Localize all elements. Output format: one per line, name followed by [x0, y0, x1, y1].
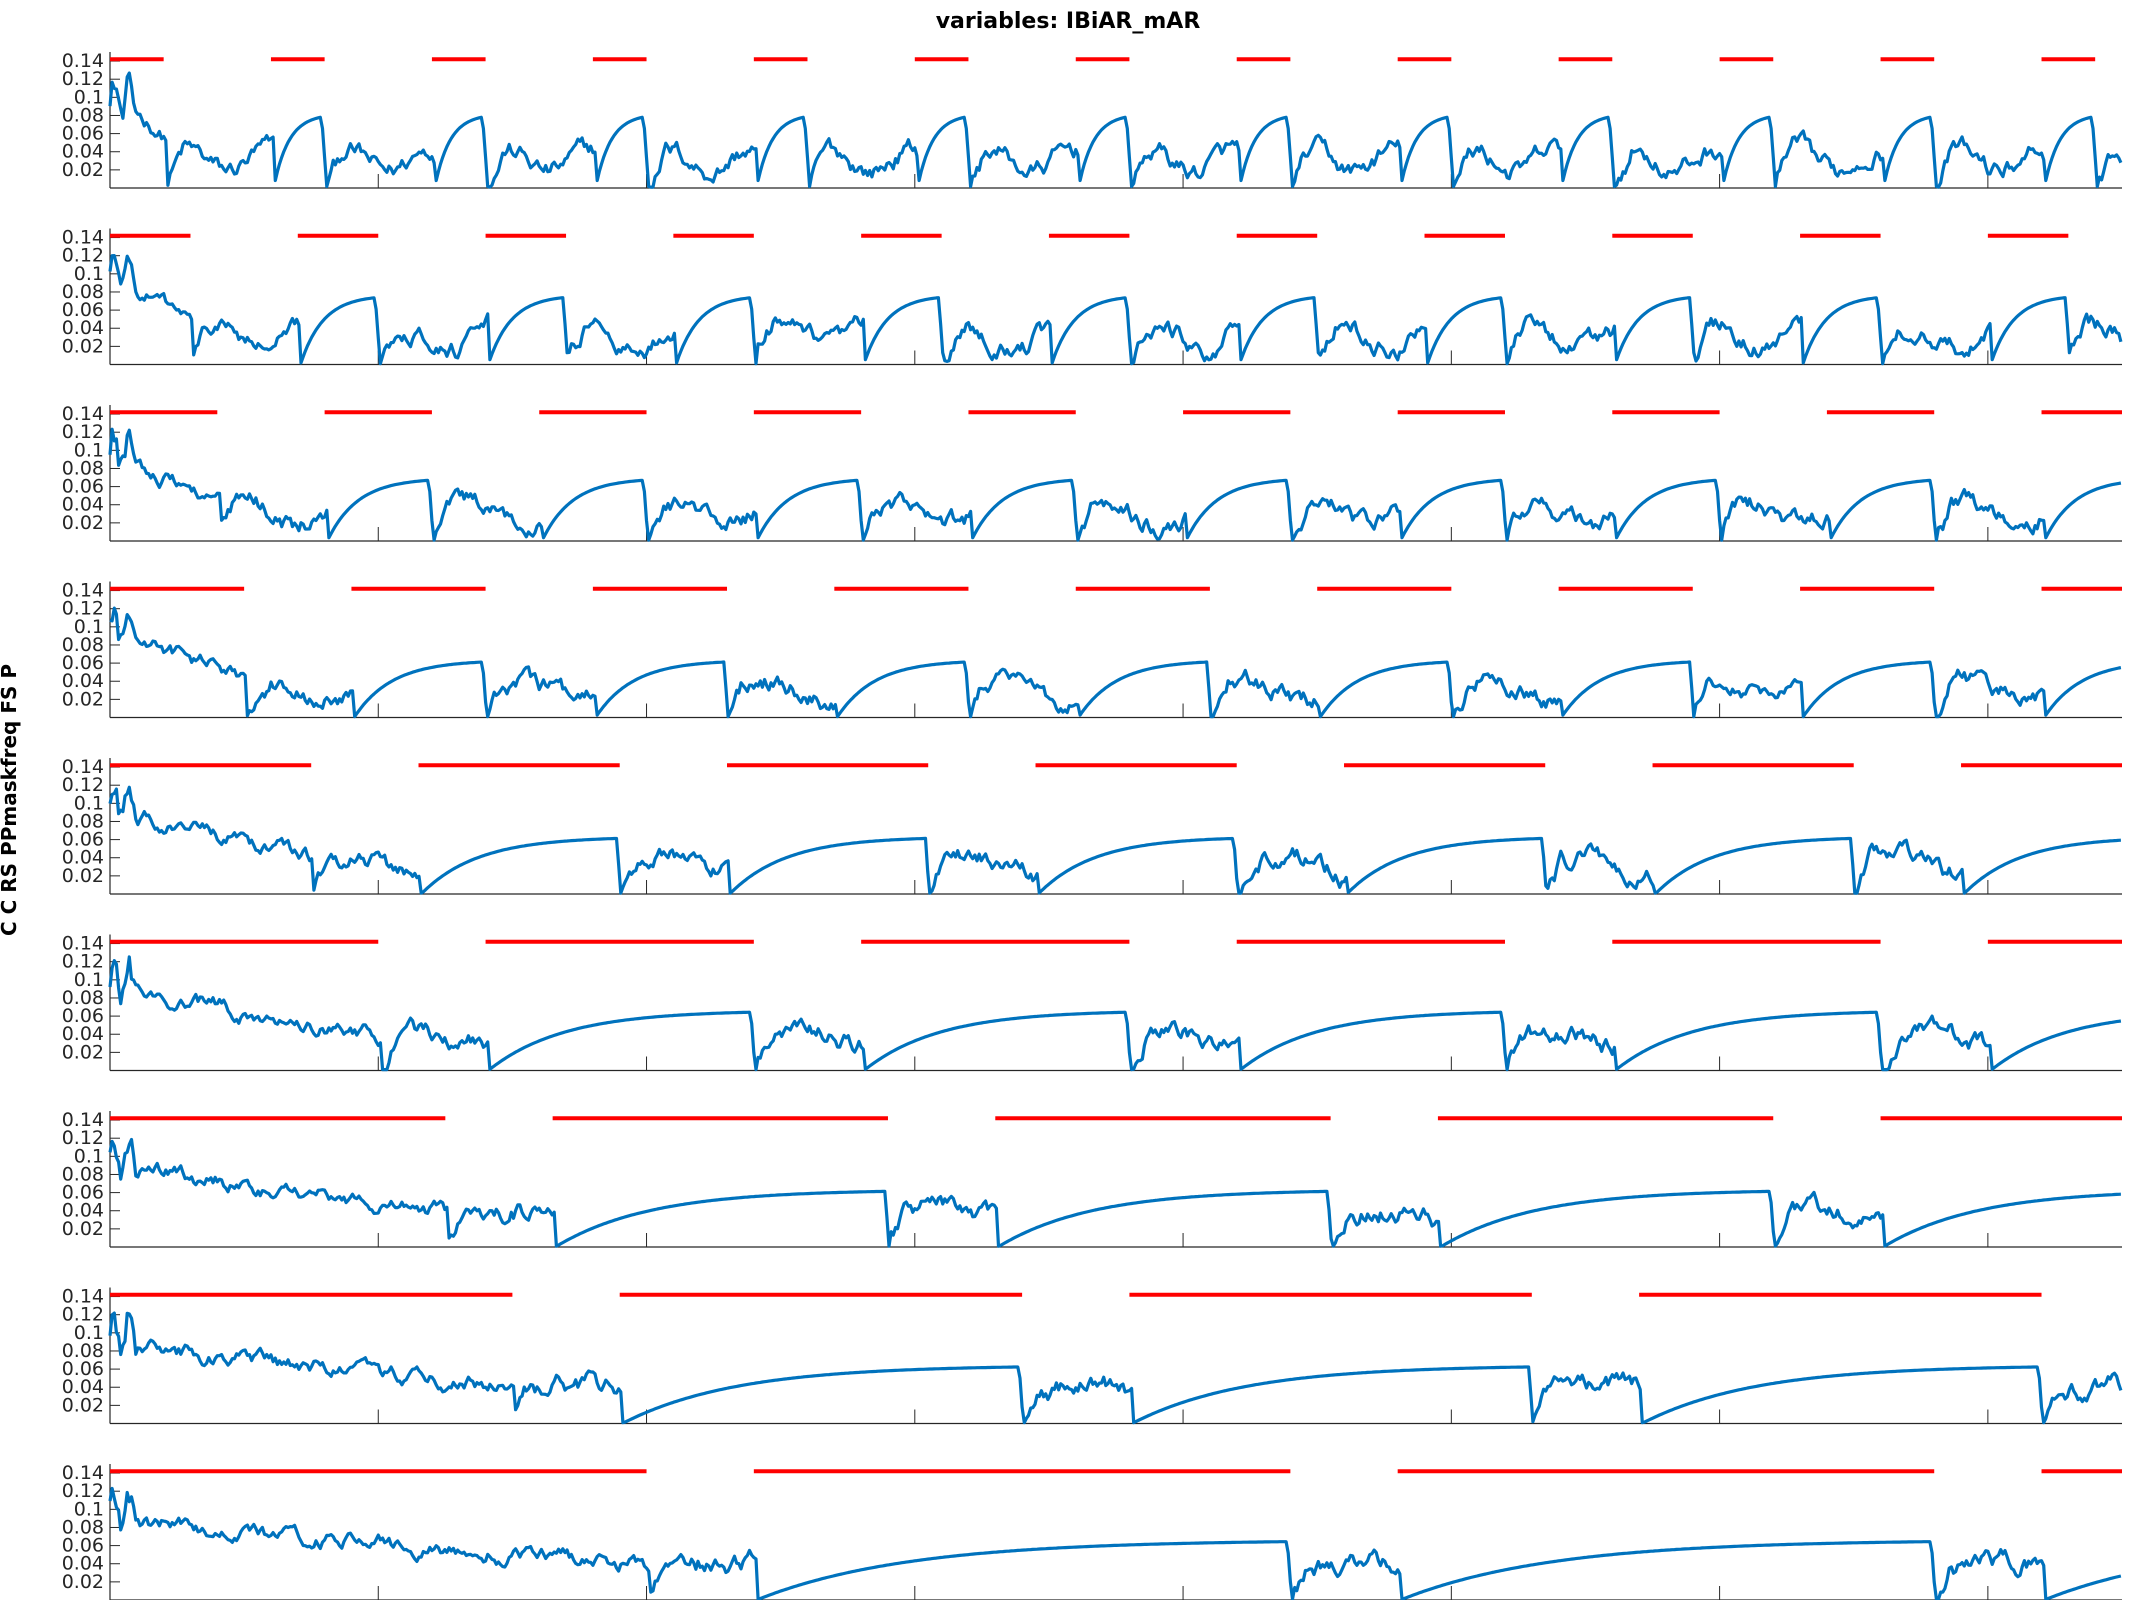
y-tick-label: 0.04	[62, 1023, 104, 1045]
y-tick-label: 0.06	[62, 829, 104, 851]
y-tick-label: 0.12	[62, 1480, 104, 1502]
y-tick-label: 0.06	[62, 1535, 104, 1557]
series-line	[108, 785, 2121, 895]
series-line	[108, 1137, 2121, 1248]
y-tick-label: 0.1	[74, 1145, 104, 1167]
y-tick-label: 0.14	[62, 756, 104, 778]
y-tick-label: 0.1	[74, 1322, 104, 1344]
y-tick-label: 0.08	[62, 634, 104, 656]
y-tick-label: 0.14	[62, 50, 104, 72]
y-tick-label: 0.08	[62, 281, 104, 303]
y-tick-label: 0.02	[62, 1571, 104, 1593]
y-tick-label: 0.04	[62, 317, 104, 339]
y-tick-label: 0.08	[62, 457, 104, 479]
y-tick-label: 0.06	[62, 476, 104, 498]
y-tick-label: 0.12	[62, 1304, 104, 1326]
series-line	[108, 71, 2123, 189]
y-tick-label: 0.14	[62, 1286, 104, 1308]
panels-group: 0.020.040.060.080.10.120.140.020.040.060…	[62, 50, 2123, 1600]
y-tick-label: 0.12	[62, 245, 104, 267]
y-tick-label: 0.02	[62, 512, 104, 534]
y-tick-label: 0.1	[74, 792, 104, 814]
y-tick-label: 0.14	[62, 1462, 104, 1484]
y-tick-label: 0.08	[62, 1516, 104, 1538]
y-tick-label: 0.14	[62, 1109, 104, 1131]
y-tick-label: 0.06	[62, 299, 104, 321]
y-tick-label: 0.1	[74, 439, 104, 461]
y-tick-label: 0.04	[62, 670, 104, 692]
series-line	[108, 955, 2122, 1072]
y-tick-label: 0.12	[62, 1127, 104, 1149]
y-tick-label: 0.14	[62, 403, 104, 425]
y-tick-label: 0.06	[62, 123, 104, 145]
panel-6: 0.020.040.060.080.10.120.14	[62, 933, 2122, 1072]
y-tick-label: 0.14	[62, 227, 104, 249]
panel-1: 0.020.040.060.080.10.120.14	[62, 50, 2123, 189]
y-tick-label: 0.02	[62, 1041, 104, 1063]
y-tick-label: 0.08	[62, 1340, 104, 1362]
y-tick-label: 0.06	[62, 1358, 104, 1380]
y-tick-label: 0.08	[62, 810, 104, 832]
y-tick-label: 0.02	[62, 865, 104, 887]
y-tick-label: 0.1	[74, 263, 104, 285]
y-tick-label: 0.02	[62, 1218, 104, 1240]
y-tick-label: 0.14	[62, 933, 104, 955]
panel-4: 0.020.040.060.080.10.120.14	[62, 580, 2122, 719]
y-tick-label: 0.04	[62, 1376, 104, 1398]
y-tick-label: 0.12	[62, 598, 104, 620]
y-tick-label: 0.1	[74, 969, 104, 991]
y-tick-label: 0.12	[62, 68, 104, 90]
series-line	[108, 427, 2122, 542]
y-tick-label: 0.12	[62, 774, 104, 796]
panel-3: 0.020.040.060.080.10.120.14	[62, 403, 2122, 542]
series-line	[108, 1311, 2123, 1425]
y-tick-label: 0.06	[62, 652, 104, 674]
y-tick-label: 0.04	[62, 1200, 104, 1222]
y-tick-label: 0.14	[62, 580, 104, 602]
y-tick-label: 0.12	[62, 951, 104, 973]
panel-7: 0.020.040.060.080.10.120.14	[62, 1109, 2122, 1248]
series-line	[108, 254, 2123, 366]
y-tick-label: 0.04	[62, 847, 104, 869]
y-tick-label: 0.1	[74, 616, 104, 638]
y-tick-label: 0.1	[74, 1498, 104, 1520]
y-tick-label: 0.06	[62, 1005, 104, 1027]
series-line	[108, 1486, 2122, 1600]
y-tick-label: 0.04	[62, 141, 104, 163]
series-line	[109, 606, 2122, 719]
y-tick-label: 0.02	[62, 335, 104, 357]
panel-8: 0.020.040.060.080.10.120.14	[62, 1286, 2123, 1425]
panel-2: 0.020.040.060.080.10.120.14	[62, 227, 2123, 366]
y-tick-label: 0.06	[62, 1182, 104, 1204]
y-tick-label: 0.12	[62, 421, 104, 443]
y-tick-label: 0.08	[62, 1163, 104, 1185]
y-tick-label: 0.02	[62, 688, 104, 710]
y-tick-label: 0.02	[62, 159, 104, 181]
y-tick-label: 0.1	[74, 86, 104, 108]
panel-9: 0.020.040.060.080.10.120.14	[62, 1462, 2122, 1600]
panel-5: 0.020.040.060.080.10.120.14	[62, 756, 2122, 895]
y-tick-label: 0.04	[62, 494, 104, 516]
y-tick-label: 0.08	[62, 987, 104, 1009]
y-tick-label: 0.04	[62, 1553, 104, 1575]
y-axis-label: C C RS PPmaskfreq FS P	[0, 664, 21, 936]
chart-title: variables: IBiAR_mAR	[936, 9, 1201, 34]
y-tick-label: 0.02	[62, 1394, 104, 1416]
y-tick-label: 0.08	[62, 104, 104, 126]
